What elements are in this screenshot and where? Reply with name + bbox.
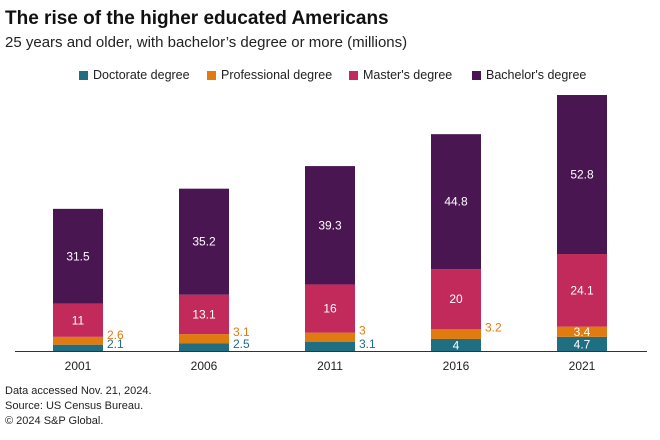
x-tick-label-2016: 2016 xyxy=(443,359,470,373)
bar-professional-2016 xyxy=(431,329,481,339)
legend-label-masters: Master's degree xyxy=(363,68,453,82)
data-label-professional-2016: 3.2 xyxy=(485,320,502,334)
legend-item-doctorate: Doctorate degree xyxy=(79,68,190,82)
bar-doctorate-2006 xyxy=(179,343,229,351)
data-label-doctorate-2016: 4 xyxy=(453,338,460,352)
legend-swatch-professional xyxy=(207,70,216,80)
data-label-bachelors-2021: 52.8 xyxy=(570,168,594,182)
legend-item-bachelors: Bachelor's degree xyxy=(472,68,586,82)
data-label-professional-2011: 3 xyxy=(359,324,366,338)
data-label-doctorate-2021: 4.7 xyxy=(574,337,591,351)
chart-legend: Doctorate degree Professional degree Mas… xyxy=(0,68,660,86)
legend-item-professional: Professional degree xyxy=(207,68,332,82)
data-label-bachelors-2016: 44.8 xyxy=(444,195,468,209)
bar-masters-2016 xyxy=(431,269,481,330)
x-tick-label-2006: 2006 xyxy=(191,359,218,373)
bar-masters-2001 xyxy=(53,303,103,337)
bar-professional-2006 xyxy=(179,334,229,344)
data-label-masters-2021: 24.1 xyxy=(570,283,594,297)
legend-label-doctorate: Doctorate degree xyxy=(93,68,190,82)
bar-bachelors-2016 xyxy=(431,134,481,270)
data-label-bachelors-2011: 39.3 xyxy=(318,218,342,232)
chart-notes: Data accessed Nov. 21, 2024. Source: US … xyxy=(5,384,152,429)
data-label-doctorate-2006: 2.5 xyxy=(233,337,250,351)
legend-swatch-bachelors xyxy=(472,70,481,80)
data-label-professional-2006: 3.1 xyxy=(233,325,250,339)
x-tick-label-2021: 2021 xyxy=(569,359,596,373)
note-data-accessed: Data accessed Nov. 21, 2024. xyxy=(5,385,152,397)
x-tick-label-2001: 2001 xyxy=(65,359,92,373)
bar-professional-2011 xyxy=(305,332,355,342)
bar-masters-2011 xyxy=(305,284,355,333)
data-label-bachelors-2001: 31.5 xyxy=(66,249,90,263)
legend-swatch-masters xyxy=(349,70,358,80)
note-copyright: © 2024 S&P Global. xyxy=(5,415,104,427)
x-tick-label-2011: 2011 xyxy=(317,359,343,373)
bar-professional-2021 xyxy=(557,326,607,337)
data-label-professional-2021: 3.4 xyxy=(574,325,591,339)
bar-bachelors-2006 xyxy=(179,188,229,295)
note-source: Source: US Census Bureau. xyxy=(5,400,144,412)
bar-bachelors-2021 xyxy=(557,95,607,255)
legend-label-professional: Professional degree xyxy=(221,68,333,82)
data-label-doctorate-2011: 3.1 xyxy=(359,337,376,351)
bar-doctorate-2016 xyxy=(431,338,481,351)
data-label-bachelors-2006: 35.2 xyxy=(192,235,216,249)
bar-doctorate-2021 xyxy=(557,336,607,351)
data-label-doctorate-2001: 2.1 xyxy=(107,337,124,351)
bar-doctorate-2011 xyxy=(305,341,355,351)
bar-bachelors-2011 xyxy=(305,166,355,285)
chart-subtitle: 25 years and older, with bachelor’s degr… xyxy=(5,34,408,51)
data-label-masters-2011: 16 xyxy=(323,302,337,316)
data-label-masters-2001: 11 xyxy=(72,313,85,327)
bar-doctorate-2001 xyxy=(53,344,103,351)
legend-swatch-doctorate xyxy=(79,70,88,80)
legend-item-masters: Master's degree xyxy=(349,68,452,82)
bar-masters-2006 xyxy=(179,294,229,335)
data-label-masters-2016: 20 xyxy=(449,292,463,306)
chart-title: The rise of the higher educated American… xyxy=(5,8,389,29)
data-label-professional-2001: 2.6 xyxy=(107,328,124,342)
data-label-masters-2006: 13.1 xyxy=(192,307,216,321)
bar-masters-2021 xyxy=(557,254,607,327)
bar-professional-2001 xyxy=(53,336,103,345)
bar-bachelors-2001 xyxy=(53,208,103,304)
legend-label-bachelors: Bachelor's degree xyxy=(486,68,587,82)
